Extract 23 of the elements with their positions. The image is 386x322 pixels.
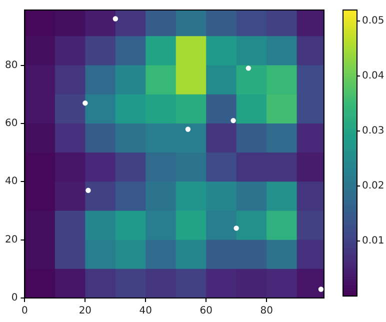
point	[185, 126, 191, 132]
y-tick-label: 40	[4, 176, 18, 188]
point	[234, 226, 239, 231]
point	[318, 286, 324, 292]
y-tick-label: 80	[4, 60, 18, 71]
point	[86, 188, 91, 193]
point	[82, 100, 88, 106]
color-bar-label: 0.03	[362, 126, 384, 137]
x-tick-label: 60	[200, 306, 212, 317]
y-tick-label: 0	[11, 292, 18, 304]
x-tick-label: 80	[260, 306, 273, 317]
color-bar-label: 0.05	[362, 16, 384, 27]
point	[112, 16, 118, 22]
x-tick-label: 0	[22, 306, 28, 317]
color-bar-label: 0.01	[362, 236, 384, 247]
point	[230, 118, 236, 124]
color-bar-label: 0.04	[362, 70, 384, 82]
x-tick-label: 20	[78, 306, 92, 317]
color-bar-label: 0.02	[362, 180, 384, 192]
y-tick-label: 60	[4, 118, 18, 130]
x-tick-label: 40	[139, 306, 152, 317]
y-tick-label: 20	[4, 234, 18, 246]
point	[246, 66, 252, 71]
